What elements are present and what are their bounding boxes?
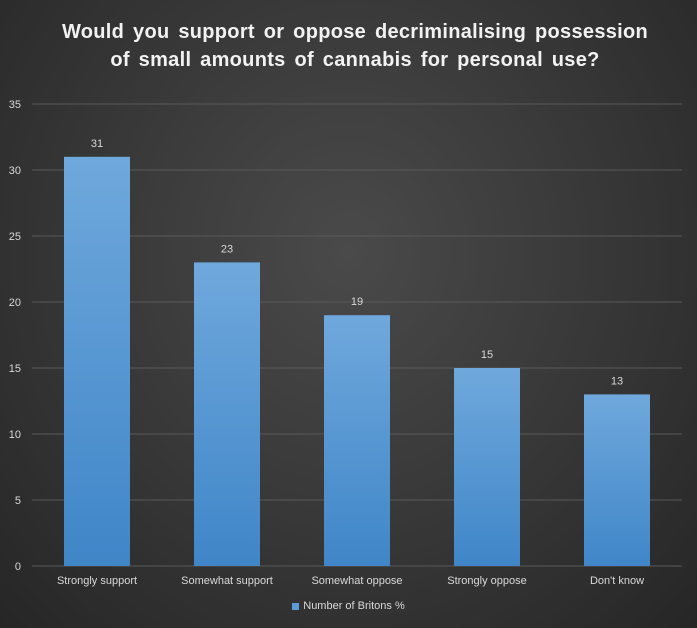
x-category-label: Somewhat oppose [311,575,402,587]
data-label: 13 [611,375,623,387]
y-tick-label: 25 [9,231,21,243]
x-category-label: Strongly oppose [447,575,527,587]
y-tick-label: 20 [9,297,21,309]
data-label: 15 [481,349,493,361]
bar-strongly-support [64,156,130,567]
y-tick-label: 30 [9,165,21,177]
bar-somewhat-support [194,262,260,566]
chart-legend: Number of Britons % [0,600,697,612]
chart-title: Would you support or oppose decriminalis… [61,21,649,71]
x-category-label: Strongly support [57,575,137,587]
y-tick-label: 10 [9,429,21,441]
data-label: 31 [91,138,103,150]
data-label: 19 [351,296,363,308]
y-tick-label: 0 [15,561,21,573]
y-tick-label: 15 [9,363,21,375]
y-tick-label: 5 [15,495,21,507]
bar-somewhat-oppose [324,315,390,566]
x-category-label: Somewhat support [181,575,273,587]
legend-label: Number of Britons % [303,600,405,613]
x-category-label: Don't know [590,575,644,587]
bar-strongly-oppose [454,368,520,566]
data-label: 23 [221,243,233,255]
legend-swatch [292,602,300,610]
y-tick-label: 35 [9,99,21,111]
bar-don-t-know [584,394,650,566]
